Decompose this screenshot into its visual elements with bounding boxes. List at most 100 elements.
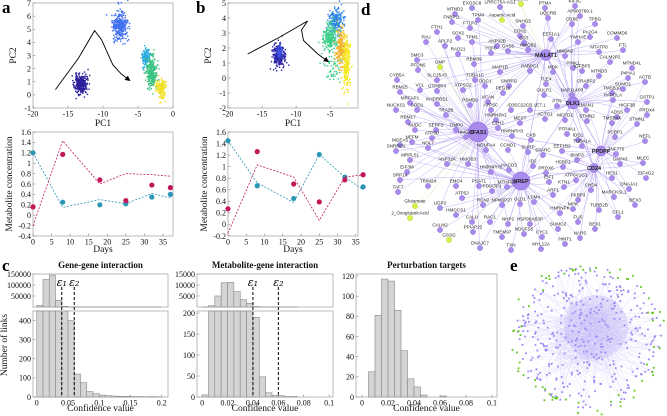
scatter-point [282,66,284,69]
observed-point [167,185,174,191]
gene-node [564,336,567,339]
scatter-point [277,46,280,48]
node-circle [570,65,576,71]
scatter-point [334,36,336,38]
gene-node [586,361,589,363]
metabolite-node [542,289,545,291]
node-circle [423,39,429,45]
scatter-point [331,24,334,26]
node-circle [644,112,650,118]
scatter-point [73,81,76,84]
scatter-point [149,82,151,85]
scatter-point [153,74,155,76]
metabolite-node [596,409,599,412]
gene-node [585,328,588,331]
gene-node: PSMB6 [462,98,478,108]
gene-node [539,342,542,345]
x-axis-label: Days [93,245,113,255]
gene-node [574,310,577,313]
histogram-bar [246,310,254,398]
network-edge [604,277,622,337]
node-circle [540,152,546,158]
scatter-point [150,67,152,69]
gene-node [557,292,559,295]
node-label: SNRPD1 [387,144,406,149]
network-edge [534,311,621,345]
scatter-point [117,1,119,4]
scatter-point [112,30,114,32]
scatter-point [155,65,158,68]
node-circle [548,36,554,42]
scatter-point [123,12,126,14]
scatter-point [325,30,328,32]
scatter-point [330,36,332,39]
node-label: ID2 [529,159,537,164]
node-circle [575,39,581,45]
scatter-point [152,71,154,73]
histogram-bar [201,394,209,398]
scatter-point [339,45,342,47]
scatter-point [116,37,118,39]
scatter-point [121,33,124,35]
scatter-point [112,25,115,27]
scatter-point [343,76,346,79]
scatter-point [163,85,166,87]
scatter-point [330,22,333,25]
network-edge [556,302,616,346]
y-tick-label: -1 [24,104,31,113]
histogram-bar [208,305,216,308]
gene-node [583,319,586,322]
metabolite-node [662,319,665,322]
scatter-point [83,96,86,98]
scatter-point [327,13,329,16]
scatter-point [277,62,279,64]
scatter-point [276,53,278,56]
scatter-point [150,82,153,85]
scatter-point [112,27,114,29]
scatter-point [113,29,115,32]
x-tick-label: 0.08 [459,399,473,408]
node-circle [452,11,458,17]
metabolite-node [595,266,598,269]
scatter-point [343,47,345,50]
gene-node [612,360,615,363]
scatter-point [77,78,79,80]
scatter-point [279,52,281,55]
scatter-point [329,27,332,29]
node-circle [525,47,531,53]
scatter-point [73,85,75,87]
scatter-point [113,34,115,37]
scatter-point [113,40,115,43]
scatter-point [331,21,333,23]
scatter-point [336,64,338,66]
scatter-point [333,70,336,73]
scatter-point [76,86,79,88]
scatter-point [329,78,331,80]
gene-node [545,373,548,376]
scatter-point [120,2,122,4]
scatter-point [274,49,276,51]
scatter-point [152,68,154,70]
scatter-point [150,77,153,80]
scatter-point [163,92,166,94]
network-edge [583,269,608,327]
scatter-point [83,76,85,78]
node-circle [508,247,514,253]
gene-node [642,292,645,295]
gene-node [557,346,560,349]
gene-node [551,285,554,288]
scatter-point [152,93,154,95]
metabolite-node [658,347,661,350]
gene-node: UQCRB [540,11,556,21]
node-label: P4HA1 [621,71,636,76]
node-circle [517,33,523,39]
node-label: DNAJA1 [620,182,638,187]
scatter-point [160,101,162,103]
scatter-point [119,27,122,30]
scatter-point [335,27,338,29]
scatter-point [281,60,283,62]
observed-point [225,138,231,144]
scatter-point [336,29,338,31]
scatter-point [333,18,336,20]
scatter-point [276,46,279,48]
